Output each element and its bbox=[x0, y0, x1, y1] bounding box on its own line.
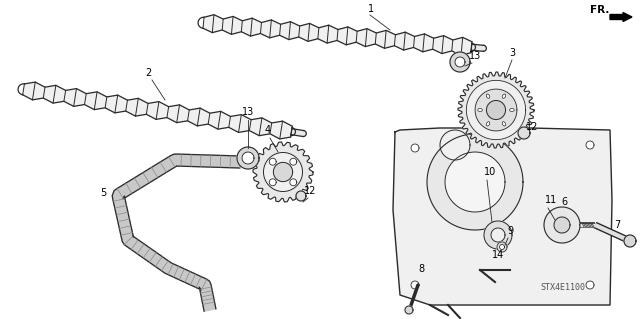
Polygon shape bbox=[273, 162, 292, 182]
Polygon shape bbox=[499, 244, 504, 249]
Polygon shape bbox=[203, 15, 472, 55]
Polygon shape bbox=[290, 158, 297, 165]
Text: 11: 11 bbox=[545, 195, 557, 205]
Polygon shape bbox=[450, 52, 470, 72]
Text: 8: 8 bbox=[418, 264, 424, 274]
Polygon shape bbox=[253, 142, 313, 202]
Polygon shape bbox=[554, 217, 570, 233]
Polygon shape bbox=[290, 179, 297, 186]
Text: 12: 12 bbox=[526, 122, 538, 132]
Polygon shape bbox=[296, 191, 306, 201]
Polygon shape bbox=[393, 128, 612, 305]
Polygon shape bbox=[269, 158, 276, 165]
Polygon shape bbox=[112, 154, 240, 311]
Polygon shape bbox=[484, 221, 512, 249]
Text: 14: 14 bbox=[492, 250, 504, 260]
Polygon shape bbox=[586, 281, 594, 289]
Ellipse shape bbox=[502, 122, 506, 126]
Text: FR.: FR. bbox=[590, 5, 609, 15]
Polygon shape bbox=[455, 57, 465, 67]
Polygon shape bbox=[242, 152, 254, 164]
FancyArrow shape bbox=[610, 12, 632, 21]
Polygon shape bbox=[264, 152, 303, 191]
Polygon shape bbox=[475, 89, 517, 131]
Ellipse shape bbox=[509, 108, 515, 112]
Ellipse shape bbox=[486, 94, 490, 98]
Polygon shape bbox=[405, 306, 413, 314]
Text: 1: 1 bbox=[368, 4, 374, 14]
Polygon shape bbox=[22, 82, 292, 139]
Polygon shape bbox=[411, 144, 419, 152]
Text: 9: 9 bbox=[507, 226, 513, 236]
Ellipse shape bbox=[486, 122, 490, 126]
Text: 7: 7 bbox=[614, 220, 620, 230]
Polygon shape bbox=[458, 72, 534, 148]
Polygon shape bbox=[411, 281, 419, 289]
Polygon shape bbox=[291, 129, 307, 137]
Text: 12: 12 bbox=[304, 186, 316, 196]
Polygon shape bbox=[518, 127, 530, 139]
Text: 3: 3 bbox=[509, 48, 515, 58]
Polygon shape bbox=[586, 141, 594, 149]
Text: 4: 4 bbox=[265, 125, 271, 135]
Polygon shape bbox=[237, 147, 259, 169]
Polygon shape bbox=[427, 134, 523, 230]
Polygon shape bbox=[497, 242, 507, 252]
Text: 13: 13 bbox=[242, 107, 254, 117]
Polygon shape bbox=[624, 235, 636, 247]
Polygon shape bbox=[269, 179, 276, 186]
Text: 10: 10 bbox=[484, 167, 496, 177]
Polygon shape bbox=[440, 130, 470, 160]
Text: 5: 5 bbox=[100, 188, 106, 198]
Polygon shape bbox=[467, 80, 525, 140]
Ellipse shape bbox=[478, 108, 483, 112]
Text: 6: 6 bbox=[561, 197, 567, 207]
Text: 13: 13 bbox=[469, 51, 481, 61]
Polygon shape bbox=[445, 152, 505, 212]
Polygon shape bbox=[544, 207, 580, 243]
Polygon shape bbox=[471, 44, 486, 51]
Polygon shape bbox=[491, 228, 505, 242]
Text: 2: 2 bbox=[145, 68, 151, 78]
Ellipse shape bbox=[502, 94, 506, 98]
Polygon shape bbox=[486, 100, 506, 120]
Text: STX4E1100: STX4E1100 bbox=[540, 283, 585, 292]
